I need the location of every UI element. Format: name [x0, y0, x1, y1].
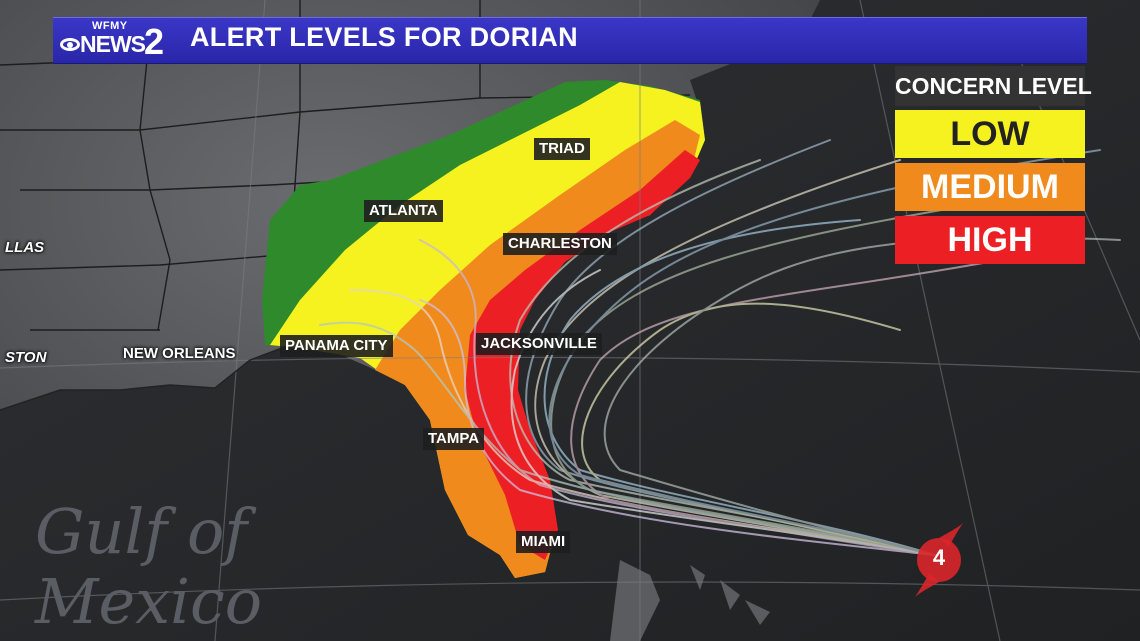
islands	[610, 560, 770, 641]
city-label-miami: MIAMI	[516, 531, 571, 553]
legend-title: CONCERN LEVEL	[895, 66, 1092, 106]
legend-item-medium: MEDIUM	[895, 163, 1085, 211]
city-label-new-orleans: NEW ORLEANS	[123, 345, 236, 362]
city-label-atlanta: ATLANTA	[364, 200, 443, 222]
news-wordmark: NEWS	[80, 31, 146, 57]
city-label-charleston: CHARLESTON	[503, 233, 617, 255]
channel-number: 2	[144, 21, 164, 62]
cbs-eye-icon	[60, 38, 80, 51]
water-label-line2: Mexico	[35, 565, 263, 638]
station-callsign: WFMY	[92, 20, 128, 32]
city-label-dallas-partial: LLAS	[5, 239, 45, 256]
gulf-coast	[0, 344, 291, 411]
city-label-panama-city: PANAMA CITY	[280, 335, 393, 357]
station-logo: WFMY NEWS 2	[58, 17, 176, 62]
zone-medium	[375, 120, 700, 578]
city-label-jacksonville: JACKSONVILLE	[476, 333, 602, 355]
legend-item-low: LOW	[895, 110, 1085, 158]
zone-high	[465, 150, 700, 560]
hurricane-icon: 4	[911, 521, 967, 599]
city-label-houston-partial: STON	[5, 349, 47, 366]
water-label-line1: Gulf of	[35, 495, 248, 568]
graphic-title: ALERT LEVELS FOR DORIAN	[190, 22, 578, 52]
header-bar	[53, 17, 1087, 64]
city-label-triad: TRIAD	[534, 138, 590, 160]
storm-category: 4	[932, 545, 946, 570]
hurricane-symbol	[915, 523, 963, 597]
city-label-tampa: TAMPA	[423, 428, 485, 450]
model-tracks	[319, 139, 1121, 556]
legend-item-high: HIGH	[895, 216, 1085, 264]
